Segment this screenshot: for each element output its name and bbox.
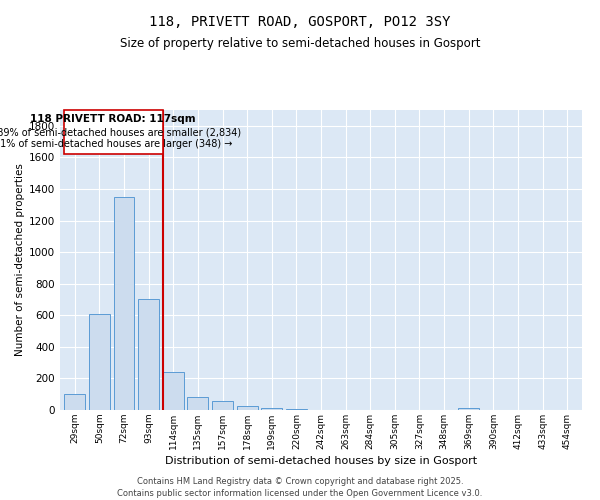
- Bar: [212, 402, 233, 410]
- Bar: [64, 394, 85, 410]
- Bar: [113, 197, 134, 410]
- Bar: [261, 408, 282, 410]
- Text: 118, PRIVETT ROAD, GOSPORT, PO12 3SY: 118, PRIVETT ROAD, GOSPORT, PO12 3SY: [149, 15, 451, 29]
- Bar: [187, 398, 208, 410]
- X-axis label: Distribution of semi-detached houses by size in Gosport: Distribution of semi-detached houses by …: [165, 456, 477, 466]
- Text: 11% of semi-detached houses are larger (348) →: 11% of semi-detached houses are larger (…: [0, 140, 232, 149]
- Text: Contains HM Land Registry data © Crown copyright and database right 2025.
Contai: Contains HM Land Registry data © Crown c…: [118, 476, 482, 498]
- Bar: [458, 408, 479, 410]
- Text: Size of property relative to semi-detached houses in Gosport: Size of property relative to semi-detach…: [120, 38, 480, 51]
- Bar: [89, 314, 110, 410]
- Y-axis label: Number of semi-detached properties: Number of semi-detached properties: [15, 164, 25, 356]
- Text: 118 PRIVETT ROAD: 117sqm: 118 PRIVETT ROAD: 117sqm: [31, 114, 196, 124]
- FancyBboxPatch shape: [64, 110, 163, 154]
- Bar: [236, 406, 257, 410]
- Bar: [163, 372, 184, 410]
- Bar: [138, 300, 159, 410]
- Text: ← 89% of semi-detached houses are smaller (2,834): ← 89% of semi-detached houses are smalle…: [0, 128, 241, 138]
